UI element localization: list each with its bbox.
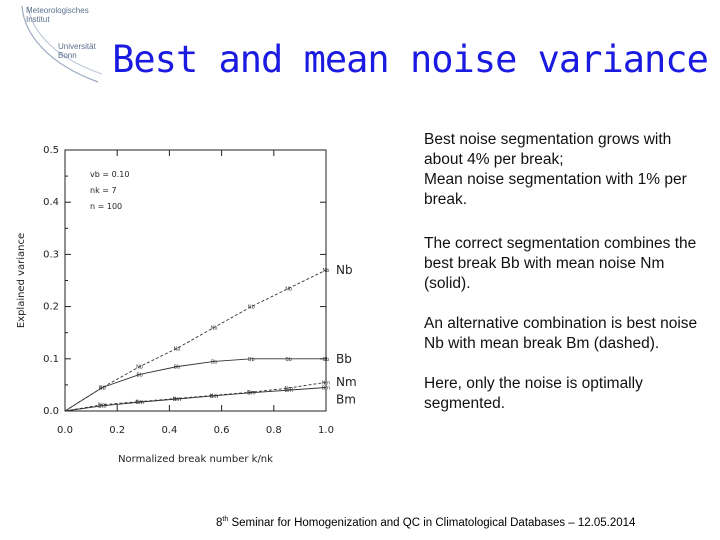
data-point-nb: Nb — [136, 365, 143, 371]
data-point-nb: Nb — [174, 346, 181, 352]
institute-logo: Meteorologisches Institut Universität Bo… — [18, 4, 104, 84]
series-end-label-bb: Bb — [336, 352, 352, 366]
data-point-bb: Bb — [211, 359, 218, 365]
x-axis-label: Normalized break number k/nk — [118, 454, 273, 465]
data-point-nm: Nm — [173, 396, 182, 402]
logo-line-4: Bonn — [58, 51, 77, 60]
paragraph-1-line-b: Mean noise segmentation with 1% per brea… — [424, 171, 687, 208]
x-tick-label: 0.4 — [161, 425, 177, 436]
series-end-label-nb: Nb — [336, 263, 353, 277]
footer: 8th Seminar for Homogenization and QC in… — [216, 516, 635, 529]
series-line-bm — [64, 387, 327, 412]
y-tick-label: 0.5 — [43, 145, 59, 156]
data-point-nm: Nm — [322, 380, 331, 386]
data-point-nb: Nb — [211, 325, 218, 331]
data-point-nm: Nm — [135, 400, 144, 406]
y-axis-label: Explained variance — [16, 233, 27, 328]
data-point-bb: Bb — [248, 357, 255, 363]
data-point-bb: Bb — [323, 357, 330, 363]
paragraph-1-line-a: Best noise segmentation grows with about… — [424, 131, 672, 168]
footer-number: 8 — [216, 516, 223, 529]
data-point-bm: Bm — [210, 394, 218, 400]
y-tick-label: 0.4 — [43, 197, 59, 208]
x-tick-label: 1.0 — [318, 425, 334, 436]
paragraph-correct: The correct segmentation combines the be… — [424, 235, 697, 292]
logo-swoosh-icon — [21, 5, 103, 83]
series-end-label-nm: Nm — [336, 375, 357, 389]
data-point-nm: Nm — [247, 390, 256, 396]
data-point-nb: Nb — [99, 386, 106, 392]
data-point-bm: Bm — [285, 388, 293, 394]
data-point-nb: Nb — [248, 305, 255, 311]
data-point-bm: Bm — [173, 397, 181, 403]
data-point-nb: Nb — [323, 268, 330, 274]
y-tick-label: 0.3 — [43, 249, 59, 260]
x-tick-label: 0.0 — [57, 425, 73, 436]
data-point-nb: Nb — [285, 286, 292, 292]
footer-text: Seminar for Homogenization and QC in Cli… — [228, 516, 636, 529]
logo-line-2: Institut — [26, 15, 50, 24]
data-point-bm: Bm — [98, 404, 106, 410]
data-point-bb: Bb — [136, 372, 143, 378]
explanation-text: Best noise segmentation grows with about… — [424, 130, 714, 434]
data-point-bb: Bb — [99, 386, 106, 392]
y-tick-label: 0.1 — [43, 354, 59, 365]
data-point-nm: Nm — [210, 393, 219, 399]
data-point-bm: Bm — [322, 386, 330, 392]
x-tick-label: 0.2 — [109, 425, 125, 436]
page-title: Best and mean noise variance — [112, 38, 709, 81]
parameter-label: nk = 7 — [90, 186, 117, 195]
y-tick-label: 0.2 — [43, 302, 59, 313]
data-point-bb: Bb — [285, 357, 292, 363]
parameter-label: vb = 0.10 — [90, 170, 129, 179]
paragraph-alternative: An alternative combination is best noise… — [424, 315, 698, 352]
logo-line-3: Universität — [58, 42, 96, 51]
series-line-nm — [64, 381, 327, 412]
series-line-bb — [64, 358, 326, 412]
data-point-nm: Nm — [284, 386, 293, 392]
x-tick-label: 0.6 — [214, 425, 230, 436]
data-point-bb: Bb — [174, 365, 181, 371]
series-line-nb — [64, 269, 327, 412]
data-point-bm: Bm — [247, 391, 255, 397]
x-tick-label: 0.8 — [266, 425, 282, 436]
explained-variance-chart: 0.0 0.2 0.4 0.6 0.8 1.0 0.0 0.1 0.2 0.3 0.4 0.5 Norm… — [16, 145, 357, 465]
data-point-bm: Bm — [135, 400, 143, 406]
series-end-label-bm: Bm — [336, 393, 356, 407]
footer-superscript: th — [222, 516, 229, 523]
logo-line-1: Meteorologisches — [26, 6, 89, 15]
parameter-label: n = 100 — [90, 202, 122, 211]
paragraph-note: Here, only the noise is optimally segmen… — [424, 375, 643, 412]
paragraph-growth: Best noise segmentation grows with about… — [424, 130, 714, 210]
y-tick-label: 0.0 — [43, 406, 59, 417]
